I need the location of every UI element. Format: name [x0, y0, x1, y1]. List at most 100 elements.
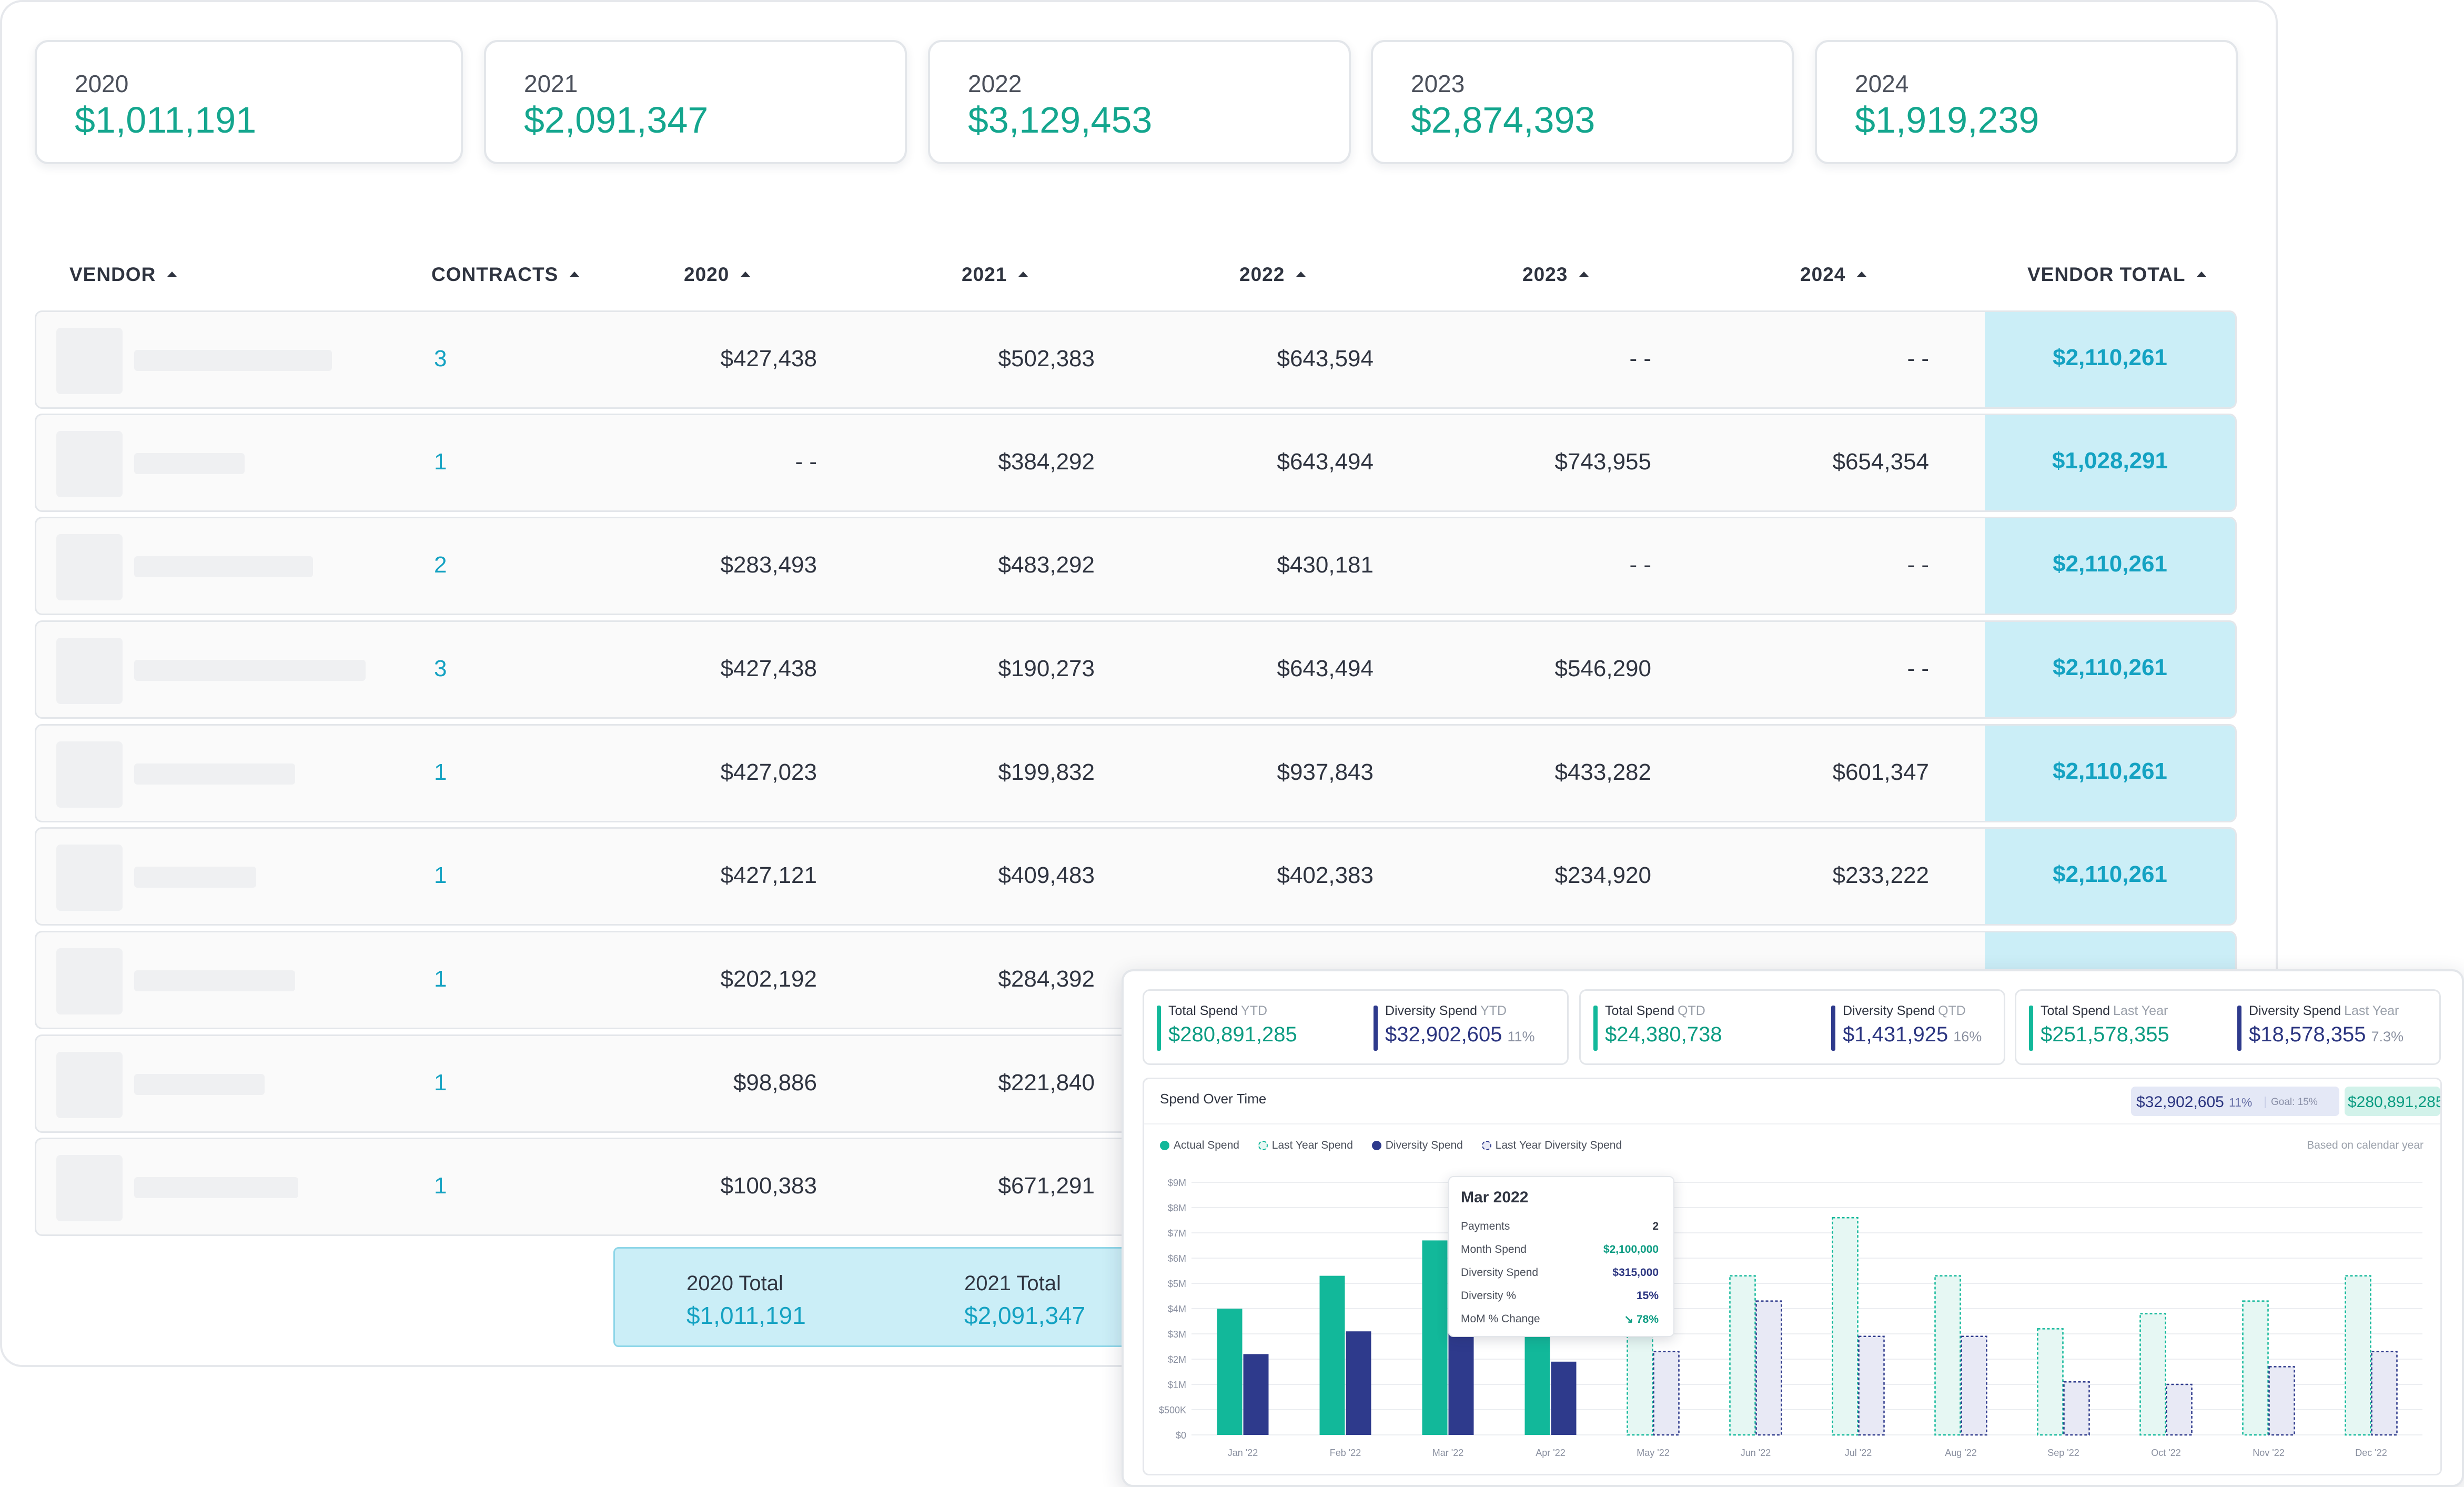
- year-summary-amount: $1,919,239: [1855, 99, 2039, 140]
- legend-item-last-year-spend[interactable]: Last Year Spend: [1258, 1139, 1353, 1152]
- total-value: $1,011,191: [686, 1302, 806, 1329]
- column-header-2021[interactable]: 2021: [962, 264, 1028, 286]
- legend-item-diversity-spend[interactable]: Diversity Spend: [1371, 1139, 1463, 1152]
- contracts-count[interactable]: 1: [434, 862, 447, 888]
- column-header-2022[interactable]: 2022: [1239, 264, 1306, 286]
- bar-actual-spend: [1524, 1336, 1550, 1435]
- contracts-count[interactable]: 1: [434, 449, 447, 475]
- vendor-total-value: $2,110,261: [2053, 551, 2167, 577]
- vendor-logo-placeholder: [56, 328, 123, 394]
- tooltip-row-value: 15%: [1636, 1290, 1659, 1302]
- x-tick-label: Sep '22: [2047, 1448, 2079, 1458]
- kpi-accent-bar: [1374, 1006, 1378, 1051]
- x-tick-label: Mar '22: [1432, 1448, 1463, 1458]
- legend-dot-icon: [1481, 1141, 1491, 1150]
- cell-2024: - -: [1907, 552, 1929, 578]
- cell-2020: - -: [795, 449, 817, 475]
- bar-last-year-diversity-spend: [1755, 1300, 1782, 1436]
- contracts-count[interactable]: 1: [434, 759, 447, 785]
- column-header-2024[interactable]: 2024: [1800, 264, 1867, 286]
- legend-item-actual-spend[interactable]: Actual Spend: [1160, 1139, 1239, 1152]
- vendor-total-value: $2,110,261: [2053, 758, 2167, 784]
- cell-2024: $601,347: [1832, 759, 1929, 785]
- column-header-2023[interactable]: 2023: [1522, 264, 1589, 286]
- cell-2023: $234,920: [1554, 862, 1651, 888]
- year-summary-amount: $2,874,393: [1411, 99, 1595, 140]
- legend-item-last-year-diversity-spend[interactable]: Last Year Diversity Spend: [1481, 1139, 1622, 1152]
- table-row[interactable]: 1 $427,023 $199,832 $937,843 $433,282 $6…: [35, 724, 2237, 822]
- table-row[interactable]: 2 $283,493 $483,292 $430,181 - - - - $2,…: [35, 517, 2237, 615]
- year-summary-amount: $1,011,191: [75, 99, 257, 140]
- kpi-label: Total Spend: [1605, 1003, 1675, 1018]
- vendor-name-placeholder: [134, 763, 295, 785]
- sort-ascending-icon: [2197, 272, 2207, 277]
- y-tick-label: $8M: [1168, 1203, 1186, 1213]
- chip-goal: Goal: 15%: [2265, 1097, 2318, 1108]
- kpi-period: Last Year: [2344, 1003, 2399, 1018]
- kpi-total-spend: Total Spend YTD $280,891,285: [1157, 1003, 1297, 1051]
- vendor-total-cell: [1985, 622, 2235, 717]
- chart-legend: Actual Spend Last Year Spend Diversity S…: [1160, 1139, 1638, 1152]
- contracts-count[interactable]: 1: [434, 966, 447, 992]
- x-tick-label: Jun '22: [1741, 1448, 1771, 1458]
- vendor-total-value: $2,110,261: [2053, 655, 2167, 680]
- vendor-total-cell: [1985, 726, 2235, 821]
- vendor-name-placeholder: [134, 660, 366, 681]
- contracts-count[interactable]: 2: [434, 552, 447, 578]
- bar-actual-spend: [1217, 1309, 1243, 1435]
- bar-last-year-diversity-spend: [2268, 1366, 2295, 1436]
- legend-label: Last Year Diversity Spend: [1495, 1139, 1622, 1151]
- kpi-period: QTD: [1938, 1003, 1966, 1018]
- cell-2021: $199,832: [998, 759, 1095, 785]
- sort-ascending-icon: [1857, 272, 1867, 277]
- tooltip-row: Diversity % 15%: [1461, 1290, 1659, 1302]
- tooltip-row: Payments 2: [1461, 1220, 1659, 1233]
- column-header-vendor[interactable]: VENDOR: [69, 264, 177, 286]
- x-tick-label: Jul '22: [1845, 1448, 1872, 1458]
- spend-dashboard: Total Spend YTD $280,891,285 Diversity Sp…: [1122, 969, 2464, 1487]
- column-header-vendor-total[interactable]: VENDOR TOTAL: [2027, 264, 2207, 286]
- y-tick-label: $4M: [1168, 1304, 1186, 1314]
- contracts-count[interactable]: 1: [434, 1173, 447, 1199]
- sort-ascending-icon: [1579, 272, 1589, 277]
- tooltip-row-value: 78%: [1636, 1313, 1659, 1325]
- cell-2024: $654,354: [1832, 449, 1929, 475]
- tooltip-row-value: 2: [1652, 1220, 1659, 1232]
- tooltip-row-label: Payments: [1461, 1220, 1510, 1232]
- table-row[interactable]: 1 - - $384,292 $643,494 $743,955 $654,35…: [35, 414, 2237, 512]
- cell-2020: $98,886: [733, 1070, 817, 1096]
- column-header-contracts[interactable]: CONTRACTS: [431, 264, 580, 286]
- table-row[interactable]: 1 $427,121 $409,483 $402,383 $234,920 $2…: [35, 827, 2237, 926]
- year-summary-card: 2022 $3,129,453: [928, 40, 1351, 164]
- legend-label: Diversity Spend: [1385, 1139, 1463, 1151]
- column-header-2020[interactable]: 2020: [684, 264, 751, 286]
- legend-dot-icon: [1160, 1141, 1169, 1150]
- kpi-period: YTD: [1480, 1003, 1507, 1018]
- bar-last-year-spend: [2242, 1300, 2269, 1436]
- contracts-count[interactable]: 3: [434, 346, 447, 371]
- vendor-logo-placeholder: [56, 845, 123, 911]
- x-tick-label: Nov '22: [2253, 1448, 2284, 1458]
- contracts-count[interactable]: 3: [434, 656, 447, 681]
- vendor-name-placeholder: [134, 970, 295, 991]
- kpi-value: $280,891,285: [1168, 1023, 1297, 1046]
- cell-2022: $643,594: [1277, 346, 1374, 371]
- bar-last-year-spend: [1627, 1330, 1653, 1436]
- bar-last-year-spend: [1832, 1217, 1859, 1436]
- y-tick-label: $5M: [1168, 1279, 1186, 1289]
- x-tick-label: Apr '22: [1536, 1448, 1565, 1458]
- contracts-count[interactable]: 1: [434, 1070, 447, 1096]
- vendor-total-cell: [1985, 829, 2235, 924]
- bar-last-year-spend: [2345, 1275, 2371, 1436]
- sort-ascending-icon: [1296, 272, 1306, 277]
- cell-2024: $233,222: [1832, 862, 1929, 888]
- vendor-logo-placeholder: [56, 1155, 123, 1221]
- kpi-accent-bar: [2029, 1006, 2033, 1051]
- chart-title: Spend Over Time: [1160, 1091, 1267, 1107]
- kpi-label: Diversity Spend: [1843, 1003, 1935, 1018]
- table-row[interactable]: 3 $427,438 $502,383 $643,594 - - - - $2,…: [35, 310, 2237, 409]
- trend-down-icon: ↘: [1624, 1313, 1633, 1325]
- vendor-name-placeholder: [134, 1177, 298, 1198]
- bar-last-year-diversity-spend: [2063, 1381, 2090, 1436]
- table-row[interactable]: 3 $427,438 $190,273 $643,494 $546,290 - …: [35, 620, 2237, 719]
